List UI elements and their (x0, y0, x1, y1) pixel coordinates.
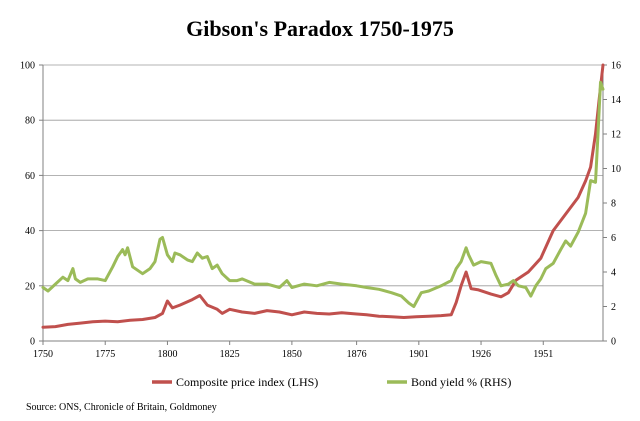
source-note: Source: ONS, Chronicle of Britain, Goldm… (26, 402, 217, 413)
y-right-tick-label: 16 (611, 61, 621, 72)
series-lines (41, 63, 605, 329)
x-tick-label: 1825 (220, 349, 240, 360)
axes: 0 20 40 60 80 100 0 2 4 6 8 10 12 14 16 1750 1775 1800 182… (20, 61, 621, 361)
series-line-bond-yield (41, 80, 605, 308)
y-right-tick-label: 10 (611, 164, 621, 175)
y-right-tick-label: 8 (611, 199, 616, 210)
legend-label-price-index: Composite price index (LHS) (176, 375, 318, 389)
y-right-tick-label: 14 (611, 95, 621, 106)
y-left-tick-label: 100 (20, 61, 35, 72)
grid (43, 64, 603, 342)
y-right-tick-label: 6 (611, 233, 616, 244)
series-line-price-index (41, 63, 605, 329)
y-left-tick-label: 20 (25, 281, 35, 292)
y-left-tick-label: 60 (25, 171, 35, 182)
legend: Composite price index (LHS) Bond yield % … (152, 375, 511, 389)
x-tick-label: 1750 (33, 349, 53, 360)
y-left-tick-label: 80 (25, 116, 35, 127)
x-tick-label: 1876 (347, 349, 367, 360)
chart-title: Gibson's Paradox 1750-1975 (186, 16, 454, 41)
y-left-tick-label: 0 (30, 337, 35, 348)
x-tick-label: 1951 (533, 349, 553, 360)
x-tick-label: 1901 (409, 349, 429, 360)
y-left-tick-label: 40 (25, 226, 35, 237)
x-tick-label: 1800 (157, 349, 177, 360)
x-tick-label: 1775 (95, 349, 115, 360)
legend-label-bond-yield: Bond yield % (RHS) (411, 375, 511, 389)
y-right-tick-label: 12 (611, 130, 621, 141)
y-right-tick-label: 2 (611, 302, 616, 313)
x-tick-label: 1850 (282, 349, 302, 360)
y-right-tick-label: 4 (611, 268, 616, 279)
x-tick-label: 1926 (471, 349, 491, 360)
y-right-tick-label: 0 (611, 337, 616, 348)
